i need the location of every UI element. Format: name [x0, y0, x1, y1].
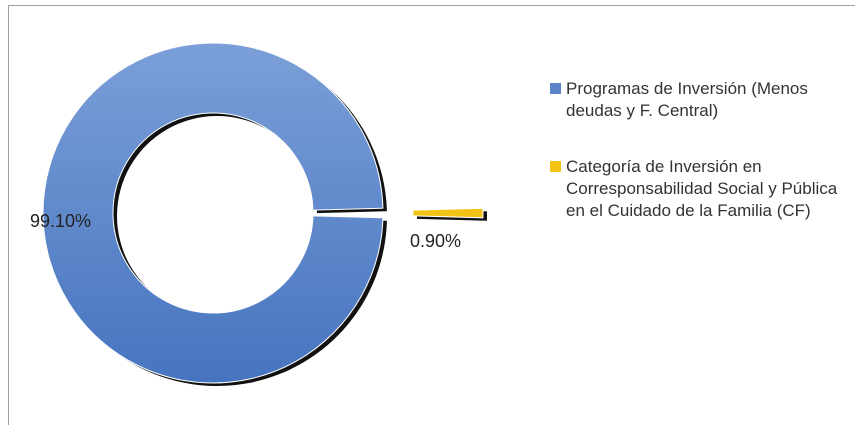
legend-item: Categoría de Inversión en Corresponsabil…	[550, 156, 850, 222]
legend-item: Programas de Inversión (Menos deudas y F…	[550, 78, 850, 122]
legend-swatch	[550, 83, 561, 94]
legend-label: Programas de Inversión (Menos deudas y F…	[566, 79, 808, 120]
legend-swatch	[550, 161, 561, 172]
chart-border	[8, 5, 855, 425]
slice	[42, 42, 384, 384]
data-label: 99.10%	[30, 211, 91, 231]
data-label: 0.90%	[410, 231, 461, 251]
legend-label: Categoría de Inversión en Corresponsabil…	[566, 157, 838, 220]
slice	[412, 207, 484, 219]
legend: Programas de Inversión (Menos deudas y F…	[550, 78, 850, 256]
